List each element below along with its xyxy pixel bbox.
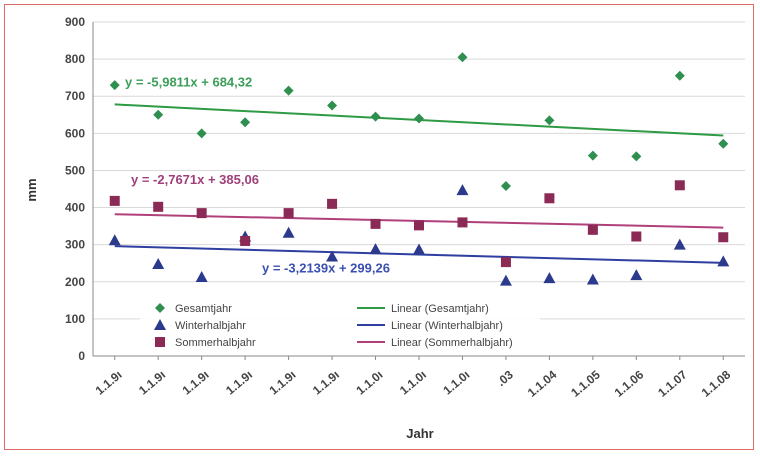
y-tick-label: 300 (65, 238, 85, 252)
data-point (456, 184, 469, 196)
legend-marker (155, 337, 165, 347)
y-tick-label: 200 (65, 275, 85, 289)
data-point (543, 272, 556, 284)
data-point (327, 198, 338, 209)
data-point (674, 180, 685, 191)
legend-marker (154, 319, 166, 330)
data-point (499, 274, 512, 286)
data-point (413, 243, 425, 255)
x-tick-label: 1.1.08 (699, 367, 734, 399)
data-point (327, 100, 338, 111)
data-point (500, 181, 511, 192)
legend-label: Linear (Sommerhalbjahr) (391, 337, 513, 349)
data-point (457, 217, 468, 228)
data-points (108, 52, 730, 286)
data-point (240, 117, 251, 128)
y-tick-label: 400 (65, 201, 85, 215)
data-point (414, 113, 424, 124)
x-tick-label: 1.1.0ı (353, 368, 385, 398)
y-tick-label: 800 (65, 52, 85, 66)
data-point (673, 238, 686, 250)
y-tick-label: 0 (78, 349, 85, 363)
legend-label: Winterhalbjahr (175, 320, 246, 332)
data-point (586, 273, 599, 285)
x-tick-label: 1.1.05 (568, 367, 603, 399)
data-point (717, 255, 730, 267)
y-tick-label: 100 (65, 312, 85, 326)
data-point (630, 269, 643, 281)
x-tick-labels: 1.1.9ı 1.1.9ı 1.1.9ı 1.1.9ı 1.1.9ı 1.1.9ı 1.1.… (93, 367, 734, 399)
x-tick-label: 1.1.9ı (93, 368, 125, 398)
data-point (587, 224, 598, 235)
data-point (109, 80, 120, 91)
x-tick-label: 1.1.04 (525, 367, 560, 399)
x-tick-label: 1.1.9ı (310, 368, 342, 398)
data-point (152, 257, 165, 269)
axes (92, 22, 745, 360)
data-point (544, 193, 555, 204)
y-tick-label: 900 (65, 15, 85, 29)
data-point (631, 231, 642, 242)
data-point (196, 208, 207, 219)
data-point (674, 70, 685, 81)
x-tick-label: 1.1.9ı (180, 368, 212, 398)
x-tick-label: .03 (494, 367, 516, 389)
trend-equations: y = -5,9811x + 684,32 y = -3,2139x + 299,… (125, 75, 390, 276)
x-tick-label: 1.1.0ı (397, 368, 429, 398)
x-tick-label: 1.1.07 (655, 367, 690, 399)
legend-label: Gesamtjahr (175, 303, 232, 315)
data-point (283, 208, 294, 219)
x-axis-title: Jahr (406, 426, 433, 441)
x-tick-label: 1.1.9ı (136, 368, 168, 398)
data-point (631, 151, 642, 162)
trend-equation: y = -2,7671x + 385,06 (131, 172, 259, 187)
legend-background (140, 297, 540, 352)
y-axis-title: mm (24, 178, 39, 201)
y-tick-label: 700 (65, 89, 85, 103)
data-point (718, 138, 729, 149)
data-point (457, 52, 468, 63)
legend-marker (155, 303, 165, 313)
data-point (500, 257, 511, 268)
y-tick-labels: 0 100 200 300 400 500 600 700 800 900 (65, 15, 85, 363)
data-point (370, 218, 381, 229)
data-point (326, 250, 339, 262)
data-point (283, 85, 294, 96)
data-point (282, 226, 295, 238)
data-point (544, 115, 555, 126)
data-point (195, 270, 208, 282)
data-point (153, 201, 164, 212)
data-point (587, 150, 598, 161)
trend-equation: y = -3,2139x + 299,26 (262, 261, 390, 276)
y-tick-label: 600 (65, 126, 85, 140)
legend-label: Sommerhalbjahr (175, 337, 256, 349)
legend-label: Linear (Winterhalbjahr) (391, 320, 503, 332)
data-point (414, 220, 424, 231)
data-point (718, 232, 729, 243)
x-tick-label: 1.1.9ı (223, 368, 255, 398)
legend-label: Linear (Gesamtjahr) (391, 303, 489, 315)
data-point (370, 111, 381, 122)
trend-equation: y = -5,9811x + 684,32 (125, 75, 252, 90)
trendline (114, 245, 724, 264)
data-point (196, 128, 207, 139)
data-point (369, 243, 382, 255)
data-point (109, 195, 120, 206)
data-point (240, 235, 251, 246)
y-tick-label: 500 (65, 163, 85, 177)
x-tick-label: 1.1.0ı (440, 368, 472, 398)
legend: Gesamtjahr Linear (Gesamtjahr) Winterhalbj… (140, 297, 540, 352)
x-tick-label: 1.1.06 (612, 367, 647, 399)
data-point (153, 109, 164, 120)
x-tick-label: 1.1.9ı (267, 368, 299, 398)
data-point (108, 234, 121, 246)
